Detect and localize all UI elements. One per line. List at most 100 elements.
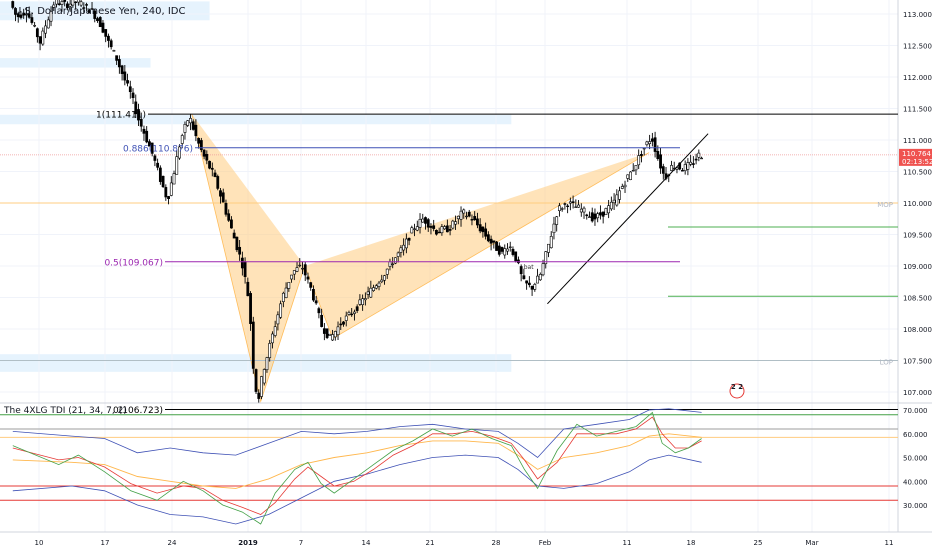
candle-54[interactable] (158, 165, 162, 185)
candle-220[interactable] (612, 193, 616, 211)
candle-44[interactable] (131, 88, 135, 104)
candle-75[interactable] (216, 174, 220, 191)
candle-91[interactable] (260, 375, 263, 400)
candle-90[interactable] (257, 389, 261, 403)
candle-164[interactable] (459, 206, 463, 227)
candle-172[interactable] (481, 226, 485, 238)
candle-213[interactable] (593, 208, 597, 226)
candle-142[interactable] (399, 245, 403, 258)
tdi-market-base[interactable] (12, 433, 702, 489)
fib-levels[interactable]: 1(111.411) 0.886(110.876) 0.5(109.067) 0(10… (96, 111, 898, 416)
candle-250[interactable] (694, 153, 698, 165)
candle-65[interactable] (189, 113, 192, 131)
candle-225[interactable] (626, 174, 630, 182)
candle-234[interactable] (650, 132, 654, 147)
candle-56[interactable] (164, 184, 168, 201)
candle-50[interactable] (148, 139, 151, 147)
candle-11[interactable] (41, 27, 45, 46)
candle-149[interactable] (418, 213, 422, 234)
candle-118[interactable] (333, 330, 337, 341)
candle-68[interactable] (197, 137, 201, 149)
candle-198[interactable] (552, 216, 556, 240)
candle-112[interactable] (317, 306, 321, 319)
candle-129[interactable] (363, 292, 367, 306)
candle-132[interactable] (372, 284, 375, 292)
candle-41[interactable] (123, 65, 127, 86)
candle-139[interactable] (391, 257, 395, 269)
candle-51[interactable] (150, 142, 154, 157)
candle-157[interactable] (440, 223, 444, 236)
candle-21[interactable] (68, 0, 72, 12)
candle-96[interactable] (273, 320, 277, 338)
candle-208[interactable] (579, 203, 583, 217)
candle-61[interactable] (178, 144, 181, 160)
candle-238[interactable] (661, 163, 665, 180)
candle-195[interactable] (544, 250, 548, 269)
candle-47[interactable] (139, 112, 143, 132)
candle-79[interactable] (227, 209, 231, 222)
candle-83[interactable] (238, 239, 242, 261)
candle-77[interactable] (221, 188, 225, 203)
tdi-rsi-price[interactable] (12, 411, 702, 525)
candle-124[interactable] (350, 308, 354, 317)
candle-131[interactable] (369, 280, 373, 299)
candle-13[interactable] (46, 16, 50, 29)
candle-25[interactable] (79, 0, 83, 8)
candle-133[interactable] (374, 283, 378, 290)
candle-49[interactable] (145, 126, 149, 144)
candle-186[interactable] (519, 264, 523, 282)
candle-146[interactable] (410, 225, 414, 234)
candle-2[interactable] (16, 11, 20, 23)
candle-126[interactable] (355, 304, 359, 313)
candle-63[interactable] (183, 121, 187, 140)
candle-155[interactable] (435, 229, 438, 236)
candle-110[interactable] (312, 285, 315, 302)
candle-203[interactable] (566, 203, 570, 214)
candle-57[interactable] (167, 195, 170, 205)
candle-143[interactable] (402, 238, 406, 256)
candle-93[interactable] (265, 356, 269, 373)
candle-series[interactable] (11, 0, 703, 403)
candle-229[interactable] (637, 149, 641, 170)
candle-101[interactable] (287, 282, 291, 292)
candle-95[interactable] (271, 331, 274, 349)
candle-130[interactable] (366, 286, 370, 299)
candle-169[interactable] (473, 211, 477, 221)
candle-141[interactable] (396, 251, 400, 263)
candle-18[interactable] (60, 0, 64, 12)
candle-38[interactable] (115, 55, 119, 65)
candle-33[interactable] (101, 19, 105, 34)
candle-89[interactable] (254, 368, 258, 395)
candle-26[interactable] (82, 2, 86, 14)
candle-12[interactable] (44, 20, 47, 39)
candle-173[interactable] (484, 222, 488, 240)
candle-114[interactable] (322, 322, 326, 341)
candle-218[interactable] (607, 199, 611, 219)
candle-117[interactable] (331, 329, 334, 341)
candle-14[interactable] (49, 6, 53, 27)
candle-226[interactable] (629, 171, 632, 181)
candle-165[interactable] (462, 208, 466, 219)
candle-29[interactable] (90, 1, 94, 10)
candle-151[interactable] (424, 216, 427, 230)
candle-109[interactable] (309, 281, 313, 291)
candle-189[interactable] (527, 276, 531, 288)
candle-251[interactable] (697, 149, 701, 162)
candle-8[interactable] (33, 21, 37, 28)
candle-185[interactable] (517, 256, 520, 265)
candle-98[interactable] (279, 300, 283, 319)
candle-22[interactable] (71, 0, 75, 8)
candle-121[interactable] (342, 320, 345, 327)
candle-30[interactable] (93, 8, 97, 23)
candle-191[interactable] (533, 282, 537, 292)
candle-106[interactable] (301, 261, 304, 275)
candle-20[interactable] (66, 1, 69, 11)
candle-147[interactable] (413, 223, 416, 237)
candle-45[interactable] (134, 94, 138, 119)
candle-158[interactable] (443, 224, 447, 230)
candle-113[interactable] (320, 308, 324, 328)
candle-187[interactable] (522, 268, 526, 280)
indicator-axis[interactable]: 70.000 60.000 50.000 40.000 30.000 (903, 407, 928, 510)
price-axis[interactable]: 113.000 112.500 112.000 111.500 111.000 110.5… (899, 11, 932, 397)
candle-156[interactable] (437, 227, 441, 234)
